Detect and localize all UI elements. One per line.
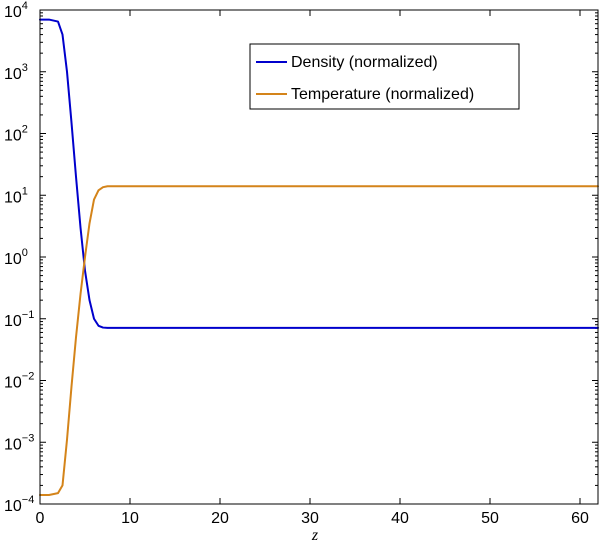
x-tick-label: 50 [481,510,499,527]
x-tick-label: 20 [211,510,229,527]
plot-frame [39,9,599,505]
x-tick-label: 10 [121,510,139,527]
y-tick-label: 102 [4,124,28,145]
x-tick-label: 30 [301,510,319,527]
legend-label-temperature: Temperature (normalized) [291,86,474,103]
series-line-temperature [39,185,599,496]
y-tick-label: 101 [4,185,28,206]
legend: Density (normalized) Temperature (normal… [249,43,520,110]
series-layer [39,18,599,496]
y-tick-label: 10−4 [4,494,34,515]
y-tick-label: 10−1 [4,309,34,330]
legend-label-density: Density (normalized) [291,54,438,71]
y-tick-label: 10−3 [4,432,34,453]
y-axis-ticks: 10−4 10−3 10−2 10−1 100 101 102 103 104 [4,0,598,515]
legend-box [249,43,520,110]
y-tick-label: 104 [4,0,28,21]
y-tick-label: 103 [4,62,28,83]
x-axis-ticks: 0 10 20 30 40 50 60 [36,10,589,527]
series-line-density [39,18,599,329]
y-tick-label: 10−2 [4,371,34,392]
x-tick-label: 0 [36,510,45,527]
x-tick-label: 60 [571,510,589,527]
y-tick-label: 100 [4,247,28,268]
x-tick-label: 40 [391,510,409,527]
x-axis-label: z [311,527,319,544]
